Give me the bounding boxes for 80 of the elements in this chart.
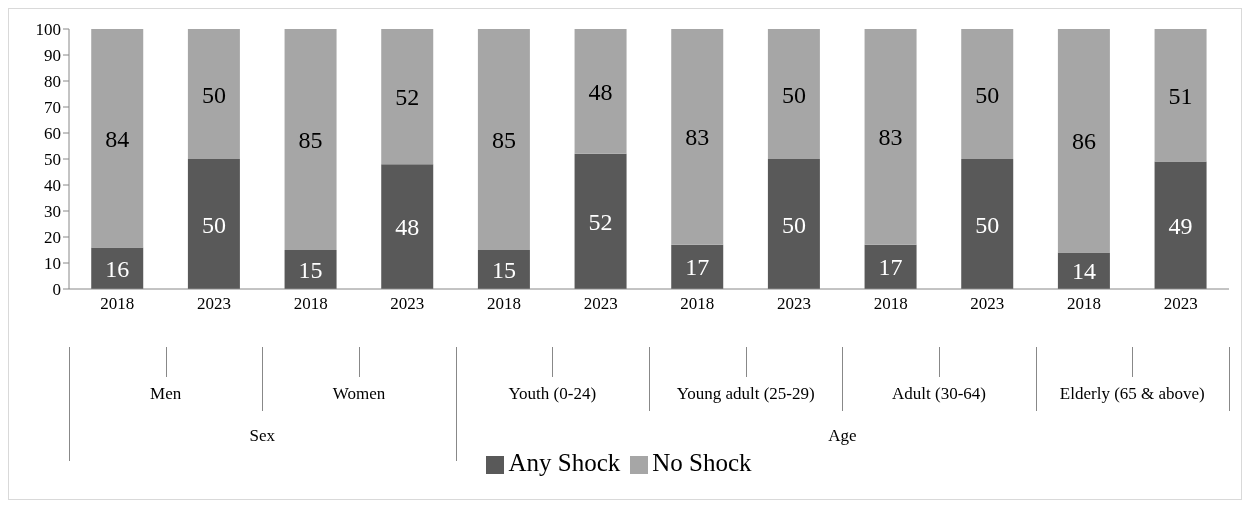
data-label: 16: [105, 255, 130, 282]
x-tick-label: 2018: [100, 294, 135, 314]
text: Sex: [248, 425, 277, 447]
bar: [864, 29, 917, 245]
data-label: 85: [491, 127, 516, 154]
bar: [671, 244, 724, 289]
bar: [187, 29, 240, 159]
x-tick-label: 2018: [680, 294, 715, 314]
data-label: 50: [975, 211, 1000, 238]
data-label: 50: [201, 81, 226, 108]
bar: [91, 247, 144, 289]
x-tick-label: 2018: [1067, 294, 1101, 314]
data-label: 51: [1168, 82, 1193, 109]
y-tick-label: 10: [44, 254, 61, 274]
data-label: 14: [1071, 258, 1096, 285]
bar: [284, 250, 337, 289]
bar: [1057, 29, 1110, 253]
data-label: 85: [298, 127, 323, 154]
x-tick-label: 2023: [970, 294, 1005, 314]
data-label: 50: [201, 211, 226, 238]
y-tick-label: 70: [44, 98, 61, 118]
bar: [381, 29, 434, 165]
y-tick-label: 80: [44, 72, 61, 92]
x-tick-label: 2023: [1163, 294, 1198, 314]
x-tick-label: 2018: [873, 294, 908, 314]
bar: [864, 244, 917, 289]
data-label: 17: [685, 254, 710, 281]
data-label: 15: [491, 257, 516, 284]
y-tick-label: 100: [35, 20, 61, 40]
data-label: 86: [1071, 128, 1096, 155]
y-tick-label: 40: [44, 176, 61, 196]
y-tick-label: 60: [44, 124, 61, 144]
bar: [187, 159, 240, 289]
data-label: 52: [588, 208, 613, 235]
bar: [1154, 29, 1207, 162]
text: Age: [828, 426, 857, 445]
x-tick-label: 2023: [197, 294, 231, 314]
data-label: 50: [781, 211, 806, 238]
legend-label: No Shock: [652, 449, 752, 476]
x-tick-label: 2023: [777, 294, 811, 314]
text: Adult (30-64): [891, 383, 987, 405]
data-label: 52: [395, 84, 420, 111]
bar: [284, 29, 337, 250]
x-tick-label: 2018: [293, 294, 328, 314]
bar: [477, 29, 530, 250]
y-tick-label: 20: [44, 228, 61, 248]
text: Men: [149, 383, 183, 405]
bar: [961, 159, 1014, 289]
data-label: 83: [878, 124, 903, 151]
text: Young adult (25-29): [675, 383, 816, 405]
data-label: 50: [975, 81, 1000, 108]
text: Elderly (65 & above): [1058, 383, 1206, 405]
bar: [767, 159, 820, 289]
legend-label: Any Shock: [508, 449, 621, 476]
y-tick-label: 50: [44, 150, 61, 170]
bar: [574, 153, 627, 289]
text: Youth (0-24): [507, 383, 598, 405]
text: Women: [331, 383, 387, 405]
bar: [961, 29, 1014, 159]
data-label: 17: [878, 254, 903, 281]
data-label: 84: [105, 125, 130, 152]
data-label: 48: [395, 214, 420, 241]
x-tick-label: 2023: [390, 294, 425, 314]
data-label: 15: [298, 257, 323, 284]
bar: [381, 164, 434, 289]
y-tick-label: 0: [52, 280, 61, 300]
x-tick-label: 2023: [583, 294, 618, 314]
data-label: 48: [588, 78, 613, 105]
bar: [477, 250, 530, 289]
y-tick-label: 90: [44, 46, 61, 66]
y-tick-label: 30: [44, 202, 61, 222]
x-tick-label: 2018: [487, 294, 521, 314]
bar: [91, 29, 144, 248]
data-label: 49: [1168, 212, 1193, 239]
bar: [767, 29, 820, 159]
bar: [574, 29, 627, 154]
data-label: 83: [685, 124, 710, 151]
bar: [1154, 161, 1207, 289]
data-label: 50: [781, 81, 806, 108]
bar: [671, 29, 724, 245]
